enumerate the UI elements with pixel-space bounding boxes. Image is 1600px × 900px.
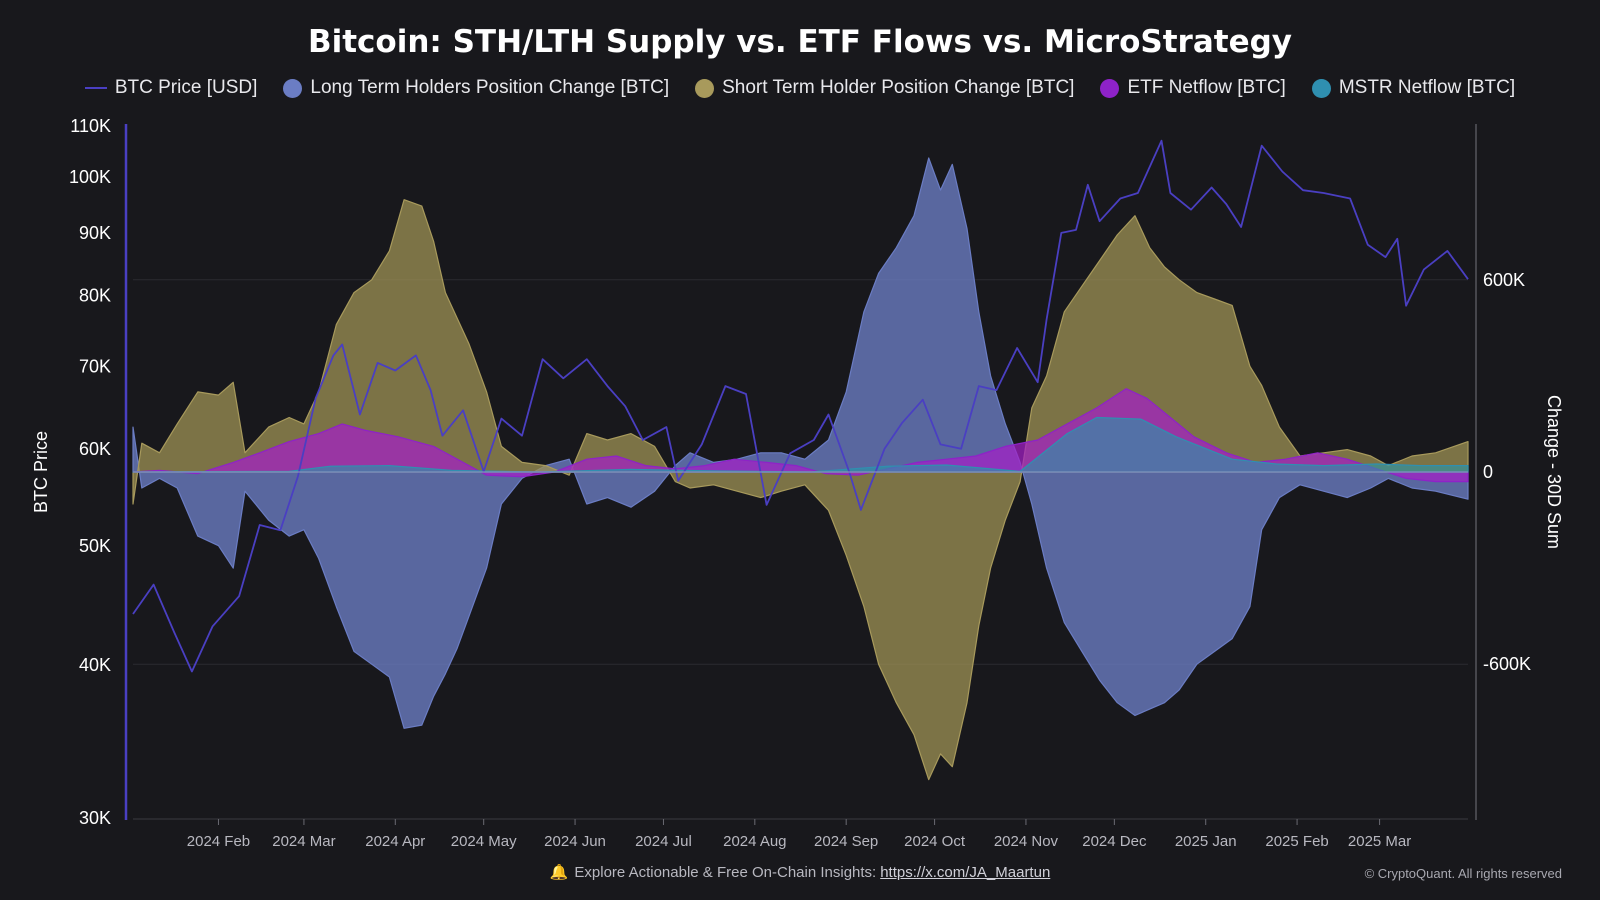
x-tick-label: 2024 Feb <box>187 833 250 850</box>
legend: BTC Price [USD] Long Term Holders Positi… <box>0 77 1600 99</box>
legend-item-mstr[interactable]: MSTR Netflow [BTC] <box>1311 77 1516 99</box>
legend-dot-marker <box>1100 78 1120 98</box>
legend-label: Short Term Holder Position Change [BTC] <box>722 77 1075 98</box>
left-tick-label: 110K <box>70 116 111 136</box>
footer-link[interactable]: https://x.com/JA_Maartun <box>880 864 1051 881</box>
left-tick-label: 80K <box>79 286 111 306</box>
x-tick-label: 2024 Jul <box>635 833 692 850</box>
legend-item-btc-price[interactable]: BTC Price [USD] <box>84 77 258 99</box>
series-area-mstr-netflow-btc <box>132 416 1469 473</box>
x-tick-label: 2024 Mar <box>272 833 335 850</box>
legend-item-sth[interactable]: Short Term Holder Position Change [BTC] <box>695 77 1074 99</box>
right-axis-title: Change - 30D Sum <box>1544 395 1564 549</box>
x-tick-label: 2024 Apr <box>365 833 425 850</box>
x-tick-label: 2024 Nov <box>994 833 1059 850</box>
legend-item-etf[interactable]: ETF Netflow [BTC] <box>1100 77 1286 99</box>
legend-label: BTC Price [USD] <box>114 77 258 98</box>
series-line-btc-price-usd <box>132 139 1469 673</box>
left-axis-title: BTC Price <box>31 431 51 513</box>
left-tick-label: 50K <box>79 536 111 556</box>
legend-dot-marker <box>1311 78 1331 98</box>
legend-item-lth[interactable]: Long Term Holders Position Change [BTC] <box>283 77 669 99</box>
legend-label: Long Term Holders Position Change [BTC] <box>310 77 670 98</box>
x-tick-label: 2024 Dec <box>1082 833 1147 850</box>
axis-layer: 30K 40K 50K 60K 70K 80K 90K 100K 110K -600K 0 600K 2… <box>31 116 1564 850</box>
x-tick-label: 2024 Sep <box>814 833 878 850</box>
series-area-long-term-holders-position-change-btc <box>132 157 1469 729</box>
legend-label: ETF Netflow [BTC] <box>1127 77 1286 98</box>
left-tick-label: 40K <box>79 655 111 675</box>
line-layer <box>132 139 1469 673</box>
left-tick-label: 30K <box>79 808 111 828</box>
right-tick-label: 0 <box>1483 462 1493 482</box>
footer-text: Explore Actionable & Free On-Chain Insig… <box>574 864 877 881</box>
legend-dot-marker <box>283 78 303 98</box>
footer-note: 🔔 Explore Actionable & Free On-Chain Insi… <box>0 863 1600 881</box>
right-tick-label: 600K <box>1483 270 1525 290</box>
x-tick-label: 2024 Jun <box>544 833 606 850</box>
legend-dot-marker <box>695 78 715 98</box>
left-tick-label: 70K <box>79 357 111 377</box>
left-tick-label: 60K <box>79 439 111 459</box>
x-tick-label: 2024 May <box>451 833 517 850</box>
left-tick-label: 90K <box>79 223 111 243</box>
x-tick-label: 2024 Oct <box>904 833 966 850</box>
x-tick-label: 2025 Jan <box>1175 833 1237 850</box>
chart-canvas: 30K 40K 50K 60K 70K 80K 90K 100K 110K -600K 0 600K 2… <box>31 116 1564 850</box>
x-tick-label: 2024 Aug <box>723 833 786 850</box>
bell-icon: 🔔 <box>549 864 569 881</box>
legend-label: MSTR Netflow [BTC] <box>1338 77 1516 98</box>
area-layer <box>132 157 1469 781</box>
legend-line-marker <box>84 87 107 89</box>
x-tick-label: 2025 Feb <box>1265 833 1328 850</box>
right-tick-label: -600K <box>1483 654 1531 674</box>
series-area-short-term-holder-position-change-btc <box>132 199 1469 781</box>
left-tick-label: 100K <box>69 167 111 187</box>
x-tick-label: 2025 Mar <box>1348 833 1411 850</box>
chart-title: Bitcoin: STH/LTH Supply vs. ETF Flows vs… <box>307 24 1293 60</box>
copyright-notice: © CryptoQuant. All rights reserved <box>1364 866 1562 881</box>
